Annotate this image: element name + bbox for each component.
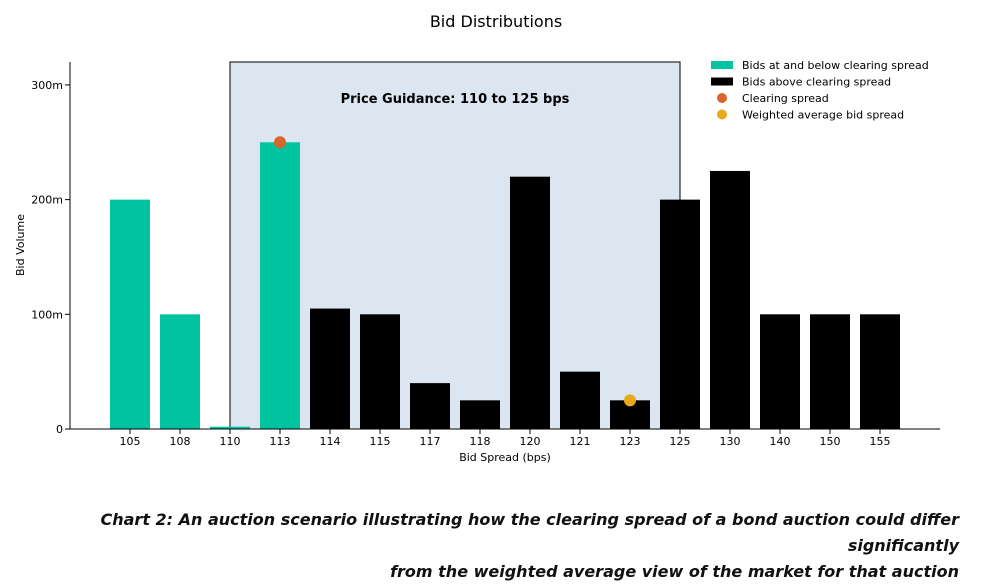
legend-clearing-spread-label: Clearing spread xyxy=(742,92,829,105)
x-tick-label: 113 xyxy=(270,435,291,448)
bar-155 xyxy=(860,314,900,429)
x-tick-label: 117 xyxy=(420,435,441,448)
x-tick-label: 108 xyxy=(170,435,191,448)
bar-117 xyxy=(410,383,450,429)
bar-150 xyxy=(810,314,850,429)
x-tick-label: 114 xyxy=(320,435,341,448)
bar-layer xyxy=(110,142,900,429)
bar-118 xyxy=(460,400,500,429)
bar-110 xyxy=(210,426,250,429)
bar-114 xyxy=(310,308,350,429)
x-tick-label: 155 xyxy=(870,435,891,448)
legend-above-swatch xyxy=(711,77,733,86)
x-axis-label: Bid Spread (bps) xyxy=(459,451,551,464)
y-tick-label: 100m xyxy=(31,308,63,321)
bar-125 xyxy=(660,199,700,429)
marker-layer xyxy=(274,136,636,407)
chart-caption: Chart 2: An auction scenario illustratin… xyxy=(19,507,960,585)
x-tick-label: 115 xyxy=(370,435,391,448)
clearing-spread-marker xyxy=(274,136,286,149)
legend: Bids at and below clearing spread Bids ab… xyxy=(711,59,929,122)
legend-weighted-average-swatch xyxy=(717,109,727,120)
legend-clearing-spread-swatch xyxy=(717,93,727,103)
x-tick-label: 123 xyxy=(620,435,641,448)
x-tick-label: 121 xyxy=(570,435,591,448)
bar-120 xyxy=(510,176,550,429)
price-guidance-label: Price Guidance: 110 to 125 bps xyxy=(341,92,570,107)
x-tick-label: 118 xyxy=(470,435,491,448)
y-tick-label: 200m xyxy=(31,194,63,207)
bar-115 xyxy=(360,314,400,429)
x-tick-label: 110 xyxy=(220,435,241,448)
caption-line-2: from the weighted average view of the ma… xyxy=(390,562,959,581)
legend-above-label: Bids above clearing spread xyxy=(742,76,891,89)
chart-title: Bid Distributions xyxy=(429,12,563,31)
bar-113 xyxy=(260,142,300,429)
weighted-average-marker xyxy=(624,394,636,407)
y-tick-label: 300m xyxy=(31,79,63,92)
bar-108 xyxy=(160,314,200,429)
x-tick-label: 140 xyxy=(770,435,791,448)
bar-121 xyxy=(560,371,600,429)
legend-at-below-label: Bids at and below clearing spread xyxy=(742,59,929,72)
x-tick-label: 125 xyxy=(670,435,691,448)
bar-140 xyxy=(760,314,800,429)
x-tick-label: 130 xyxy=(720,435,741,448)
x-tick-label: 105 xyxy=(120,435,141,448)
x-tick-label: 150 xyxy=(820,435,841,448)
bar-105 xyxy=(110,199,150,429)
bar-130 xyxy=(710,170,750,429)
caption-line-1: Chart 2: An auction scenario illustratin… xyxy=(100,510,960,555)
y-tick-label: 0 xyxy=(56,423,63,436)
legend-weighted-average-label: Weighted average bid spread xyxy=(742,109,904,122)
x-tick-label: 120 xyxy=(520,435,541,448)
axis-layer: 0 100m 200m 300m 105 108 110 113 114 115 117 118 120… xyxy=(14,62,940,464)
legend-at-below-swatch xyxy=(711,61,733,69)
y-axis-label: Bid Volume xyxy=(14,214,27,276)
